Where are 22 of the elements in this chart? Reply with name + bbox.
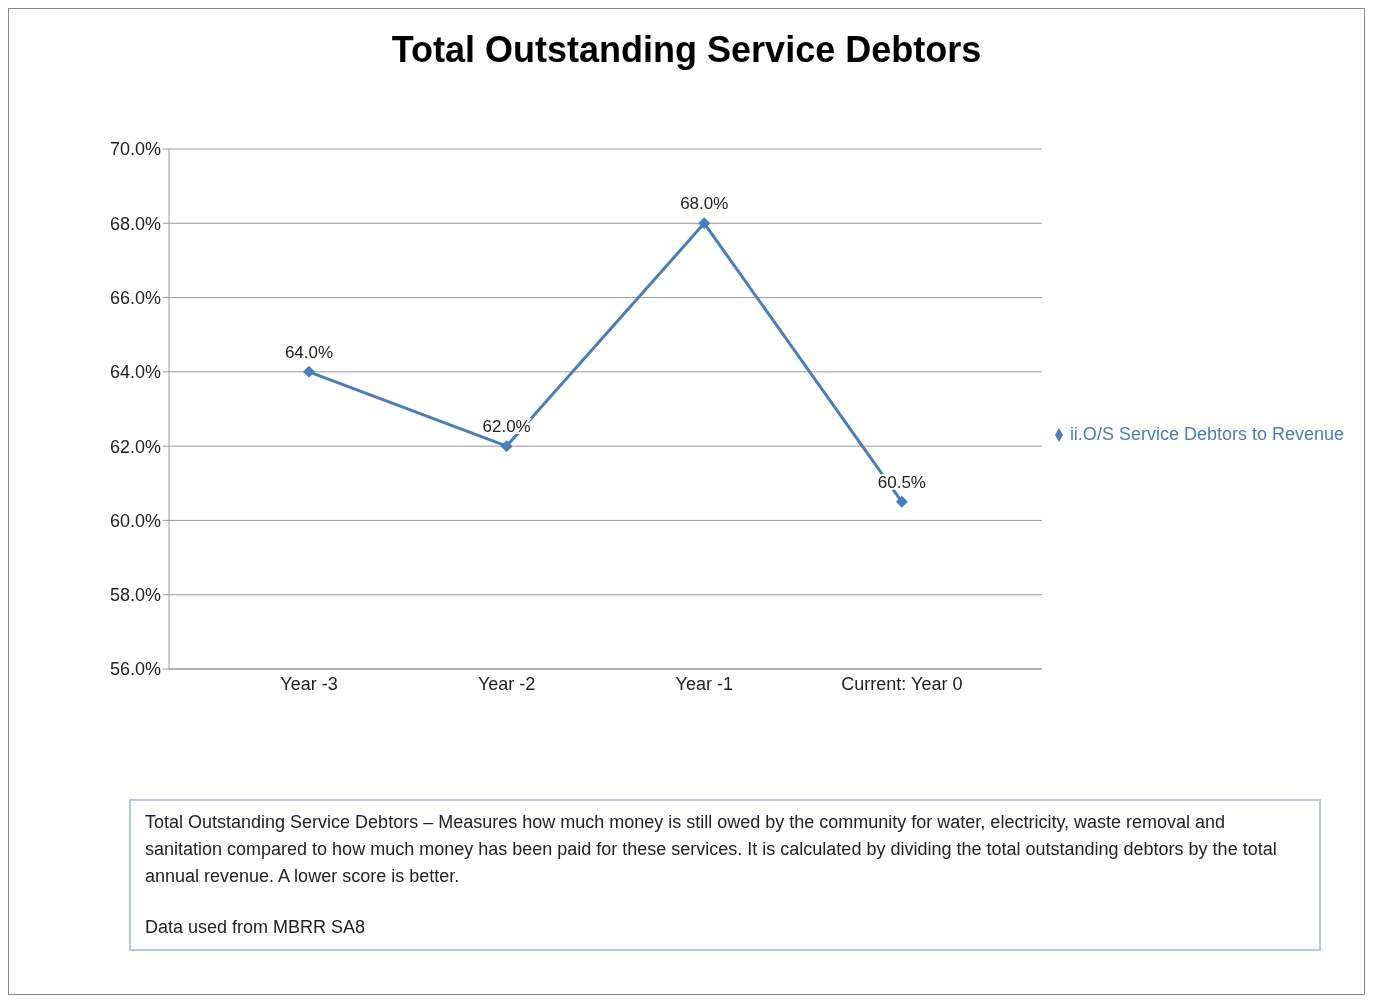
point — [698, 217, 711, 230]
chart-title: Total Outstanding Service Debtors — [390, 29, 983, 72]
y-tick-label: 64.0% — [109, 362, 161, 383]
text: Total Outstanding Service Debtors – Measures how much money is still owed by the community for water, electricity, waste removal and sanitation compared to how much money has been paid for these services. It is calculated by dividing the total outstanding debtors by the total annual revenue. A lower score is better. — [145, 811, 1278, 888]
legend-label: ii.O/S Service Debtors to Revenue — [1069, 423, 1344, 444]
y-tick-label: 58.0% — [109, 585, 161, 606]
y-tick-label: 70.0% — [109, 139, 161, 160]
point — [500, 440, 513, 453]
point — [303, 365, 315, 378]
y-tick-label: 56.0% — [109, 659, 161, 680]
x-tick-label: Year -3 — [280, 673, 338, 694]
y-tick-label: 62.0% — [109, 436, 161, 457]
data-label: 68.0% — [680, 194, 729, 214]
x-tick-label: Year -1 — [675, 673, 733, 694]
x-tick-label: Year -2 — [477, 673, 536, 694]
text: Data used from MBRR SA8 — [145, 916, 367, 939]
y-tick-label: 66.0% — [109, 287, 161, 308]
data-label: 64.0% — [284, 342, 334, 362]
y-tick-label: 68.0% — [109, 213, 161, 234]
point — [895, 495, 908, 508]
y-tick-label: 60.0% — [109, 510, 161, 531]
x-tick-label: Current: Year 0 — [841, 673, 963, 694]
